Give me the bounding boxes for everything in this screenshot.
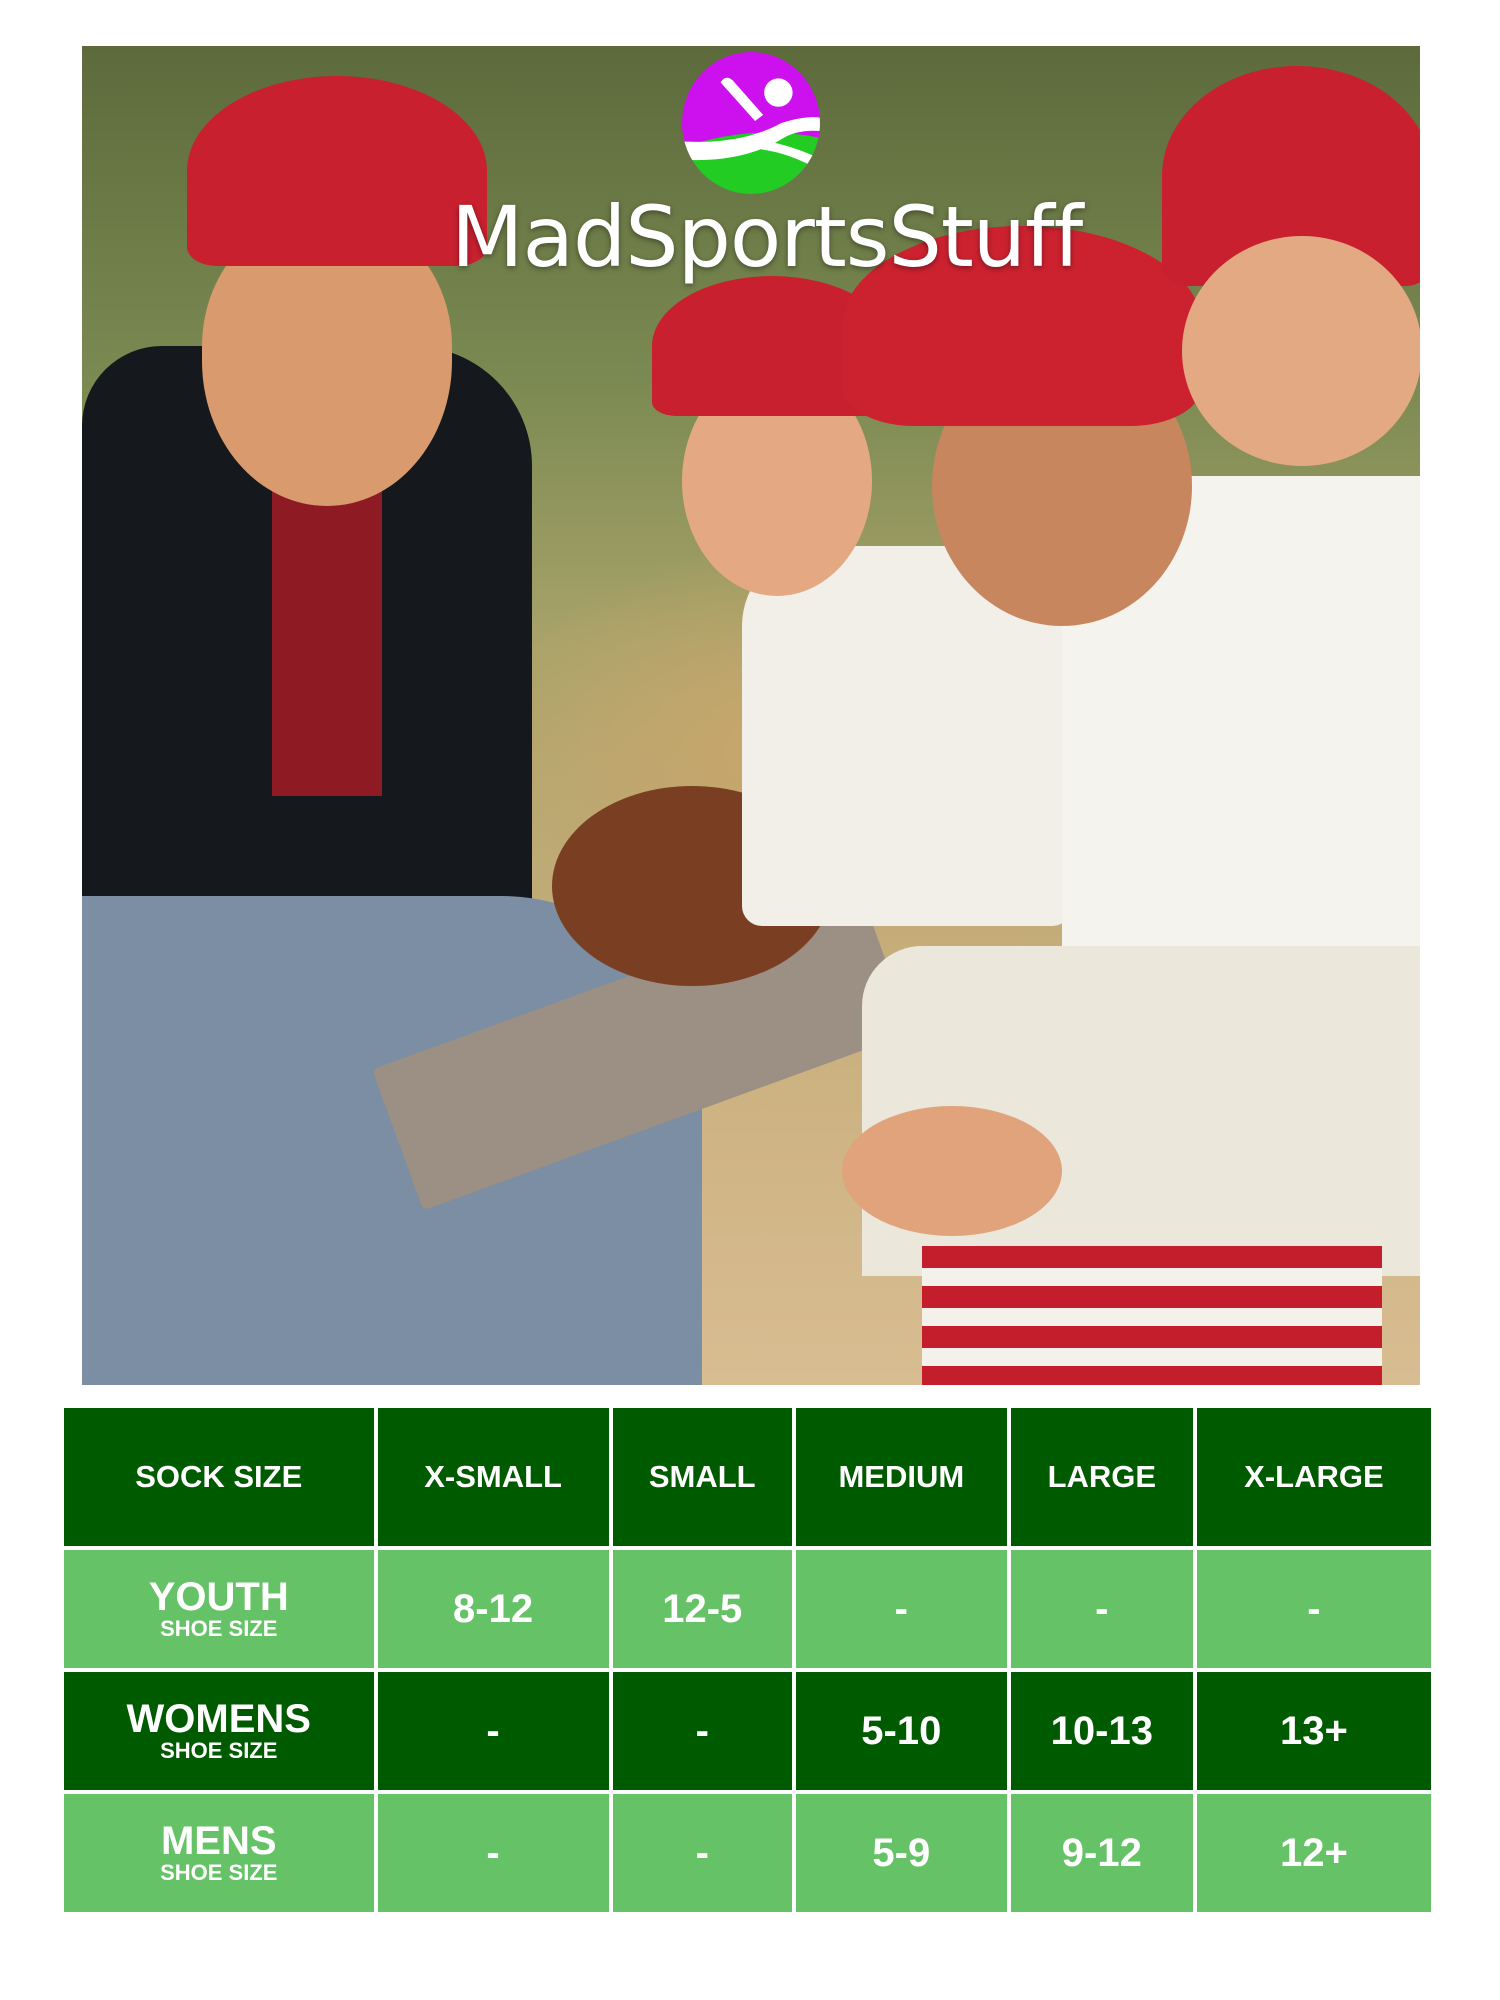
row-label: MENS SHOE SIZE (64, 1794, 374, 1912)
size-chart-header: SOCK SIZE X-SMALL SMALL MEDIUM LARGE X-L… (64, 1408, 1431, 1546)
coach-cap (187, 76, 487, 266)
table-cell: - (612, 1672, 792, 1790)
header-cell: X-SMALL (377, 1408, 609, 1546)
table-cell: 8-12 (377, 1550, 609, 1668)
sock-size-chart: SOCK SIZE X-SMALL SMALL MEDIUM LARGE X-L… (60, 1404, 1435, 1916)
table-cell: - (377, 1672, 609, 1790)
row-label-title: WOMENS (126, 1697, 311, 1741)
table-cell: 5-9 (795, 1794, 1007, 1912)
player-3-face (1182, 236, 1420, 466)
header-cell: X-LARGE (1196, 1408, 1431, 1546)
table-row: YOUTH SHOE SIZE 8-12 12-5 - - - (64, 1550, 1431, 1668)
table-cell: - (795, 1550, 1007, 1668)
row-label-sub: SHOE SIZE (160, 1738, 278, 1763)
table-cell: - (1196, 1550, 1431, 1668)
table-cell: - (612, 1794, 792, 1912)
table-row: WOMENS SHOE SIZE - - 5-10 10-13 13+ (64, 1672, 1431, 1790)
header-cell: SMALL (612, 1408, 792, 1546)
row-label: WOMENS SHOE SIZE (64, 1672, 374, 1790)
table-cell: 10-13 (1010, 1672, 1193, 1790)
header-cell: SOCK SIZE (64, 1408, 374, 1546)
table-cell: 9-12 (1010, 1794, 1193, 1912)
table-cell: 5-10 (795, 1672, 1007, 1790)
row-label-sub: SHOE SIZE (160, 1860, 278, 1885)
player-socks (922, 1246, 1382, 1385)
batter-swinging-icon (682, 52, 820, 194)
table-cell: 13+ (1196, 1672, 1431, 1790)
brand-logo: MadSportsStuff (451, 52, 1083, 286)
header-cell: LARGE (1010, 1408, 1193, 1546)
player-2-cap (842, 226, 1202, 426)
row-label-title: MENS (160, 1819, 277, 1863)
table-cell: 12-5 (612, 1550, 792, 1668)
table-cell: - (1010, 1550, 1193, 1668)
header-cell: MEDIUM (795, 1408, 1007, 1546)
row-label: YOUTH SHOE SIZE (64, 1550, 374, 1668)
row-label-title: YOUTH (148, 1575, 289, 1619)
brand-wordmark: MadSportsStuff (451, 188, 1083, 286)
table-row: MENS SHOE SIZE - - 5-9 9-12 12+ (64, 1794, 1431, 1912)
coach-shirt (272, 466, 382, 796)
table-cell: - (377, 1794, 609, 1912)
player-hands (842, 1106, 1062, 1236)
table-cell: 12+ (1196, 1794, 1431, 1912)
row-label-sub: SHOE SIZE (160, 1616, 278, 1641)
hero-photo: MadSportsStuff (82, 46, 1420, 1385)
